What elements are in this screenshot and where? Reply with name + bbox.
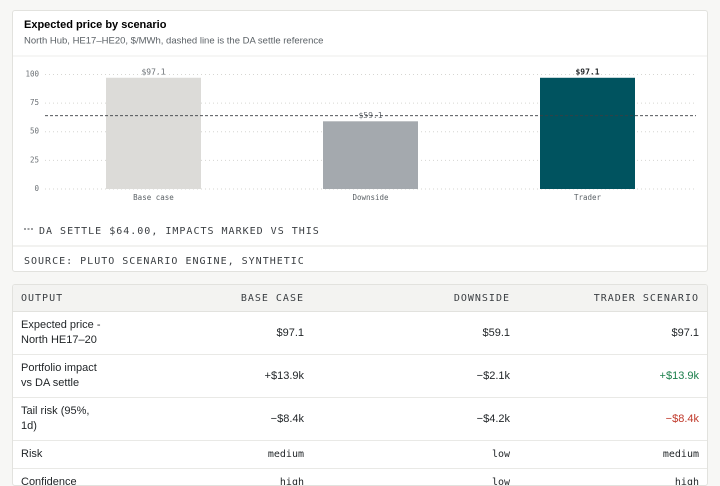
chart-subtitle: North Hub, HE17–HE20, $/MWh, dashed line…: [24, 36, 323, 47]
table-cell: −$8.4k: [518, 398, 707, 441]
bar: [323, 121, 418, 189]
value-label: $97.1: [141, 67, 165, 76]
table-cell: Risk: [13, 441, 111, 469]
value-label: $97.1: [575, 67, 599, 76]
table-row: Portfolio impact vs DA settle+$13.9k−$2.…: [13, 355, 707, 398]
table-cell: medium: [518, 441, 707, 469]
table-cell: $97.1: [111, 312, 312, 355]
table-cell: Confidence: [13, 469, 111, 486]
y-tick-label: 50: [30, 127, 40, 136]
chart-title: Expected price by scenario: [24, 19, 167, 31]
x-tick-label: Downside: [352, 193, 389, 202]
column-header: DOWNSIDE: [312, 285, 518, 312]
column-header: TRADER SCENARIO: [518, 285, 707, 312]
x-tick-label: Base case: [133, 193, 174, 202]
y-tick-label: 75: [30, 98, 39, 107]
table-cell: high: [111, 469, 312, 486]
chart-card: Expected price by scenario North Hub, HE…: [12, 10, 708, 272]
table-row: Expected price - North HE17–20$97.1$59.1…: [13, 312, 707, 355]
table-cell: $59.1: [312, 312, 518, 355]
table-cell: medium: [111, 441, 312, 469]
table-cell: +$13.9k: [111, 355, 312, 398]
table-cell: Expected price - North HE17–20: [13, 312, 111, 355]
bar: [106, 78, 201, 189]
table-cell: low: [312, 469, 518, 486]
table-cell: −$8.4k: [111, 398, 312, 441]
reference-label: DA SETTLE $64.00, IMPACTS MARKED VS THIS: [39, 226, 320, 237]
table-body: Expected price - North HE17–20$97.1$59.1…: [13, 312, 707, 486]
table-cell: −$2.1k: [312, 355, 518, 398]
table-cell: high: [518, 469, 707, 486]
chart: Expected price by scenario North Hub, HE…: [13, 11, 707, 271]
y-tick-label: 25: [30, 155, 39, 164]
table-cell: Tail risk (95%, 1d): [13, 398, 111, 441]
table-row: Tail risk (95%, 1d)−$8.4k−$4.2k−$8.4k: [13, 398, 707, 441]
x-tick-label: Trader: [574, 193, 602, 202]
y-tick-label: 0: [34, 184, 39, 193]
bar: [540, 78, 635, 189]
column-header: OUTPUT: [13, 285, 111, 312]
table-cell: low: [312, 441, 518, 469]
y-tick-label: 100: [25, 69, 39, 78]
table-cell: +$13.9k: [518, 355, 707, 398]
source: SOURCE: PLUTO SCENARIO ENGINE, SYNTHETIC: [24, 256, 305, 267]
table-cell: Portfolio impact vs DA settle: [13, 355, 111, 398]
table-cell: −$4.2k: [312, 398, 518, 441]
table-cell: $97.1: [518, 312, 707, 355]
column-header: BASE CASE: [111, 285, 312, 312]
